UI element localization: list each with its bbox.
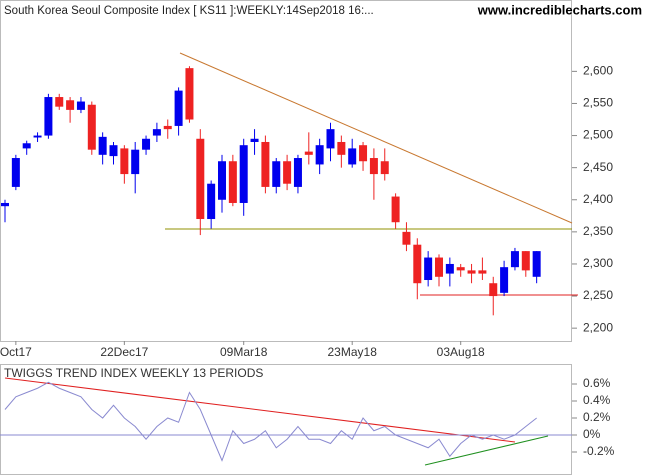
y-tick-label: -0.2%: [583, 444, 615, 458]
x-tick-label: 23May18: [328, 345, 378, 359]
y-tick-label: 0%: [583, 427, 601, 441]
candle-body: [76, 101, 85, 110]
y-tick-label: 0.6%: [583, 376, 611, 390]
indicator-trend-line: [4, 377, 516, 443]
candle-body: [424, 257, 433, 281]
x-tick-label: 22Dec17: [100, 345, 148, 359]
y-tick-label: 2,400: [583, 192, 613, 206]
candle-body: [272, 161, 281, 187]
x-tick-label: 03Aug18: [437, 345, 485, 359]
y-tick-label: 2,300: [583, 256, 613, 270]
indicator-frame: [0, 364, 572, 475]
candle-body: [131, 149, 140, 175]
candle-body: [326, 129, 335, 149]
candle-body: [44, 97, 53, 136]
x-tick-label: 09Mar18: [220, 345, 268, 359]
candle-body: [152, 129, 161, 136]
candle-body: [413, 244, 422, 284]
y-tick-label: 2,200: [583, 320, 613, 334]
candle-body: [98, 136, 107, 155]
candle-body: [228, 161, 237, 203]
candle-body: [380, 161, 389, 175]
candle-body: [11, 158, 20, 187]
candle-body: [33, 135, 42, 138]
candle-body: [521, 251, 530, 271]
candle-body: [402, 231, 411, 245]
candle-body: [315, 145, 324, 165]
candle-body: [500, 267, 509, 293]
candle-body: [478, 270, 487, 274]
candle-body: [250, 138, 259, 142]
trend-line: [179, 52, 573, 224]
y-tick-label: 2,350: [583, 224, 613, 238]
candle-body: [239, 145, 248, 203]
source: www.incrediblecharts.com: [477, 2, 642, 17]
candle-body: [66, 100, 75, 110]
x-tick-label: Oct17: [0, 345, 32, 359]
candle-body: [142, 138, 151, 150]
candle-body: [283, 161, 292, 184]
candle-body: [489, 283, 498, 297]
candle-body: [174, 90, 183, 126]
candle-body: [435, 257, 443, 277]
candle-body: [359, 145, 368, 162]
y-tick-label: 2,600: [583, 64, 613, 78]
indicator-trend-line: [424, 435, 549, 466]
y-tick-label: 2,450: [583, 160, 613, 174]
candle-body: [337, 141, 346, 155]
candle-body: [532, 251, 541, 277]
candle-body: [467, 270, 476, 274]
candle-body: [369, 158, 378, 175]
y-tick-label: 2,250: [583, 288, 613, 302]
candle-body: [261, 141, 270, 187]
candle-body: [207, 183, 216, 220]
candle-body: [304, 151, 313, 155]
candle-body: [87, 104, 96, 150]
candle-body: [120, 148, 129, 175]
candle-body: [391, 196, 400, 223]
candle-body: [1, 202, 9, 207]
candle-body: [196, 138, 205, 220]
candle-body: [22, 143, 31, 149]
y-tick-label: 0.4%: [583, 393, 611, 407]
candle-body: [293, 158, 302, 187]
indicator-line: [4, 381, 537, 462]
candle-body: [109, 145, 118, 157]
chart-title: South Korea Seoul Composite Index [ KS11…: [4, 5, 374, 17]
candle-body: [163, 125, 172, 130]
candle-body: [348, 148, 357, 165]
candle-body: [185, 68, 194, 120]
price-frame: [0, 0, 572, 342]
y-tick-label: 2,550: [583, 96, 613, 110]
candle-body: [218, 161, 226, 200]
y-tick-label: 0.2%: [583, 410, 611, 424]
candle-body: [456, 267, 465, 271]
candle-body: [55, 97, 64, 107]
y-tick-label: 2,500: [583, 128, 613, 142]
candle-body: [445, 263, 454, 274]
candle-body: [510, 251, 519, 268]
indicator-title: TWIGGS TREND INDEX WEEKLY 13 PERIODS: [4, 366, 263, 380]
